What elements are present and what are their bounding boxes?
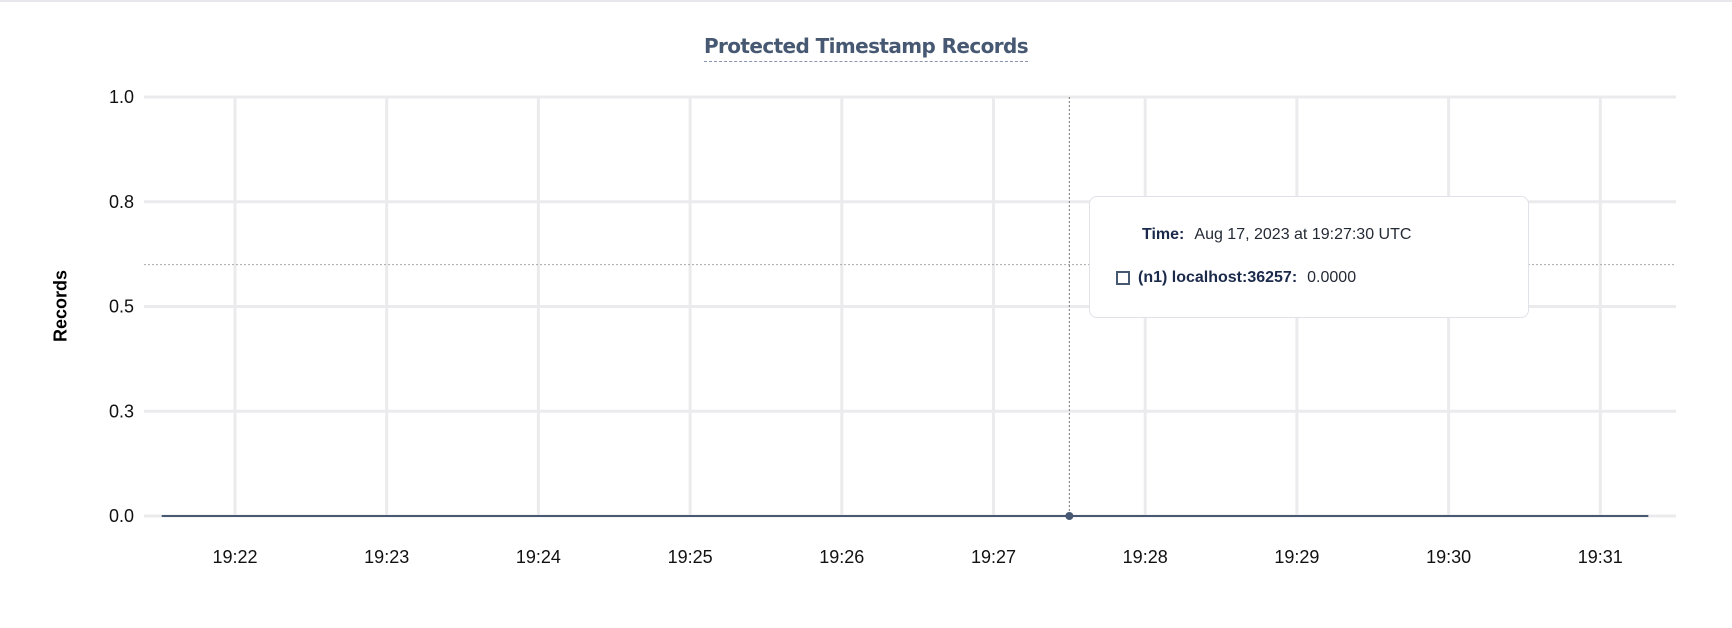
- y-tick-label: 0.8: [109, 192, 134, 212]
- chart-title-text[interactable]: Protected Timestamp Records: [703, 34, 1029, 62]
- tooltip-series-value: 0.0000: [1307, 269, 1357, 286]
- x-tick-label: 19:26: [819, 547, 864, 567]
- x-tick-label: 19:31: [1578, 547, 1623, 567]
- top-border: [0, 0, 1732, 2]
- tooltip-series: (n1) localhost:36257: 0.0000: [1116, 269, 1356, 287]
- hover-point: [1065, 512, 1074, 520]
- x-tick-label: 19:29: [1274, 547, 1319, 567]
- x-tick-label: 19:22: [212, 547, 257, 567]
- y-tick-label: 0.0: [109, 506, 134, 526]
- x-tick-label: 19:28: [1123, 547, 1168, 567]
- x-tick-label: 19:24: [516, 547, 561, 567]
- y-tick-label: 0.5: [109, 297, 134, 317]
- y-tick-label: 1.0: [109, 87, 134, 107]
- tooltip-time-label: Time:: [1142, 226, 1185, 243]
- tooltip-series-label: (n1) localhost:36257:: [1138, 269, 1298, 286]
- x-tick-label: 19:27: [971, 547, 1016, 567]
- chart-title[interactable]: Protected Timestamp Records: [0, 34, 1732, 62]
- x-tick-label: 19:23: [364, 547, 409, 567]
- y-tick-label: 0.3: [109, 401, 134, 421]
- series-swatch-icon: [1116, 271, 1130, 285]
- x-tick-label: 19:30: [1426, 547, 1471, 567]
- tooltip-time-value: Aug 17, 2023 at 19:27:30 UTC: [1194, 226, 1412, 243]
- chart-tooltip: Time: Aug 17, 2023 at 19:27:30 UTC (n1) l…: [1089, 196, 1529, 318]
- x-tick-label: 19:25: [668, 547, 713, 567]
- tooltip-time: Time: Aug 17, 2023 at 19:27:30 UTC: [1142, 226, 1411, 244]
